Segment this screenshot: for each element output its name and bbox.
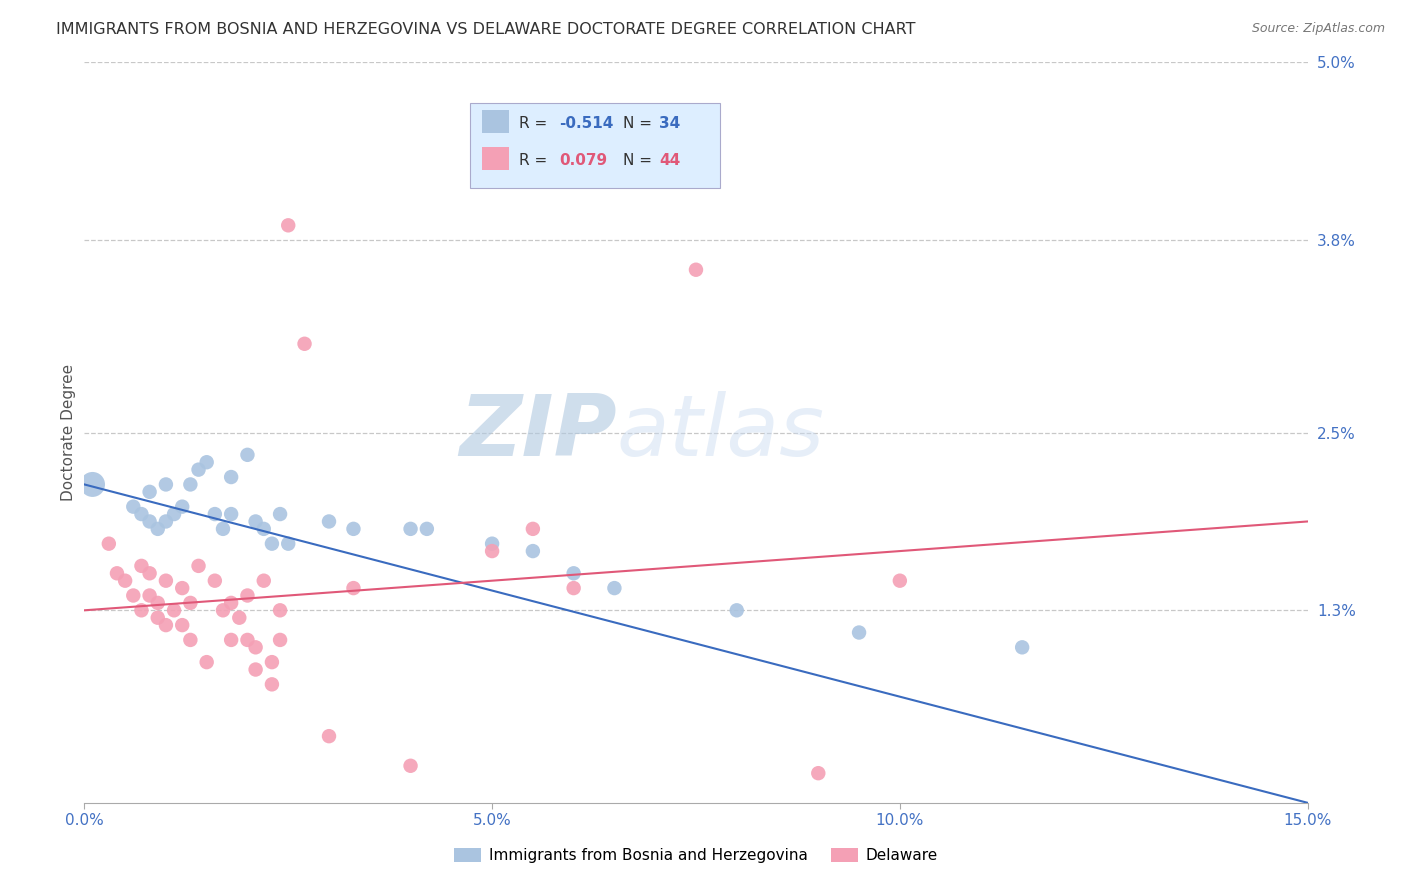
Text: Source: ZipAtlas.com: Source: ZipAtlas.com xyxy=(1251,22,1385,36)
Point xyxy=(187,558,209,573)
Point xyxy=(603,581,626,595)
Point xyxy=(172,500,194,514)
Point xyxy=(187,462,209,476)
Point xyxy=(318,515,340,529)
Point xyxy=(236,589,259,603)
Point xyxy=(236,632,259,647)
Point xyxy=(260,677,283,691)
Text: ZIP: ZIP xyxy=(458,391,616,475)
Point xyxy=(277,219,299,233)
Point xyxy=(131,558,153,573)
Text: 44: 44 xyxy=(659,153,681,169)
Point xyxy=(245,640,267,655)
Point xyxy=(399,522,422,536)
Point xyxy=(138,515,160,529)
Point xyxy=(82,477,104,491)
Point xyxy=(342,522,364,536)
Text: N =: N = xyxy=(623,116,651,131)
Point xyxy=(219,470,242,484)
Point xyxy=(399,758,422,772)
Point xyxy=(122,500,145,514)
Point xyxy=(260,536,283,550)
Point xyxy=(481,544,503,558)
Point xyxy=(212,603,235,617)
Point xyxy=(179,477,201,491)
Point xyxy=(172,618,194,632)
Point xyxy=(269,507,291,521)
Point xyxy=(146,610,169,624)
Legend: Immigrants from Bosnia and Herzegovina, Delaware: Immigrants from Bosnia and Herzegovina, … xyxy=(447,842,945,869)
Point xyxy=(155,515,177,529)
Point xyxy=(228,610,250,624)
Text: atlas: atlas xyxy=(616,391,824,475)
Point xyxy=(269,632,291,647)
Point xyxy=(138,566,160,581)
Point xyxy=(522,544,544,558)
Point xyxy=(245,663,267,677)
Point xyxy=(725,603,748,617)
Point xyxy=(138,484,160,499)
Point xyxy=(131,507,153,521)
Point xyxy=(219,632,242,647)
Point xyxy=(163,603,186,617)
Point xyxy=(146,596,169,610)
Point xyxy=(253,522,276,536)
FancyBboxPatch shape xyxy=(482,147,509,169)
Point xyxy=(155,618,177,632)
Point xyxy=(294,336,316,351)
Point xyxy=(163,507,186,521)
Point xyxy=(342,581,364,595)
Text: R =: R = xyxy=(519,153,547,169)
Point xyxy=(889,574,911,588)
Point xyxy=(260,655,283,669)
Text: -0.514: -0.514 xyxy=(560,116,613,131)
Point xyxy=(97,536,120,550)
Point xyxy=(219,507,242,521)
Point xyxy=(236,448,259,462)
Point xyxy=(318,729,340,743)
FancyBboxPatch shape xyxy=(482,110,509,133)
Y-axis label: Doctorate Degree: Doctorate Degree xyxy=(60,364,76,501)
Text: R =: R = xyxy=(519,116,547,131)
Text: N =: N = xyxy=(623,153,651,169)
Point xyxy=(416,522,439,536)
Point xyxy=(172,581,194,595)
Point xyxy=(138,589,160,603)
Point xyxy=(105,566,128,581)
Point xyxy=(848,625,870,640)
Point xyxy=(269,603,291,617)
Point xyxy=(1011,640,1033,655)
Point xyxy=(155,477,177,491)
Point xyxy=(245,515,267,529)
Point xyxy=(122,589,145,603)
Text: 0.079: 0.079 xyxy=(560,153,607,169)
Point xyxy=(219,596,242,610)
Point xyxy=(179,632,201,647)
Point xyxy=(204,507,226,521)
Point xyxy=(807,766,830,780)
Point xyxy=(146,522,169,536)
Point xyxy=(195,655,218,669)
Point xyxy=(131,603,153,617)
Point xyxy=(685,262,707,277)
Point xyxy=(277,536,299,550)
Point xyxy=(562,566,585,581)
Point xyxy=(179,596,201,610)
Point xyxy=(204,574,226,588)
Text: 34: 34 xyxy=(659,116,681,131)
Text: IMMIGRANTS FROM BOSNIA AND HERZEGOVINA VS DELAWARE DOCTORATE DEGREE CORRELATION : IMMIGRANTS FROM BOSNIA AND HERZEGOVINA V… xyxy=(56,22,915,37)
Point xyxy=(212,522,235,536)
Point xyxy=(481,536,503,550)
Point xyxy=(522,522,544,536)
FancyBboxPatch shape xyxy=(470,103,720,188)
Point xyxy=(155,574,177,588)
Point xyxy=(114,574,136,588)
Point xyxy=(253,574,276,588)
Point xyxy=(195,455,218,469)
Point xyxy=(562,581,585,595)
